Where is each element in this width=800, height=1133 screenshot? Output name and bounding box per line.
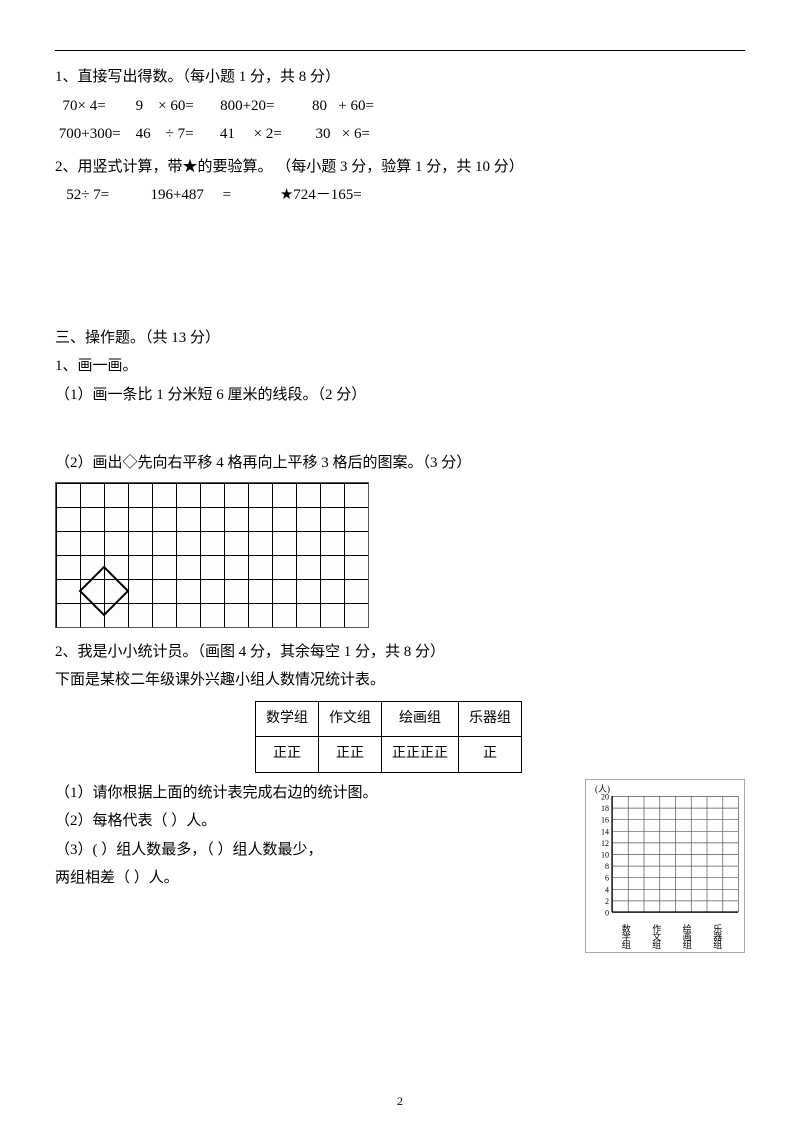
stat-table: 数学组 作文组 绘画组 乐器组 正正 正正 正正正正 正 [255,701,522,773]
cell-tally: 正正 [256,737,319,773]
draw-space [55,409,745,449]
q-stat-2: （2）每格代表（ ）人。 [55,807,555,836]
bar-chart-box: (人)20181614121086420 数学组 作文组 绘画组 乐器组 [585,779,745,953]
workspace-spacer [55,210,745,320]
cell-header: 作文组 [319,701,382,737]
svg-text:18: 18 [601,804,609,813]
chart-cat: 绘画组 [678,924,695,948]
q2-title: 2、用竖式计算，带★的要验算。 （每小题 3 分，验算 1 分，共 10 分） [55,153,745,182]
q3-1b: （2）画出◇先向右平移 4 格再向上平移 3 格后的图案。（3 分） [55,449,745,478]
chart-cat: 作文组 [647,924,664,948]
question-2: 2、用竖式计算，带★的要验算。 （每小题 3 分，验算 1 分，共 10 分） … [55,153,745,210]
question-1: 1、直接写出得数。（每小题 1 分，共 8 分） 70× 4= 9 × 60= … [55,63,745,149]
cell-header: 乐器组 [459,701,522,737]
q2-row: 52÷ 7= 196+487 = ★724－165= [55,181,745,210]
q-stat-1: （1）请你根据上面的统计表完成右边的统计图。 [55,779,555,808]
top-rule [55,50,745,51]
svg-text:16: 16 [601,815,609,824]
chart-x-labels: 数学组 作文组 绘画组 乐器组 [588,922,742,950]
svg-text:6: 6 [605,873,609,882]
q-stat-3b: 两组相差（ ）人。 [55,864,555,893]
section-3-title: 三、操作题。（共 13 分） [55,324,745,353]
bar-chart-svg: (人)20181614121086420 [588,782,744,922]
svg-text:2: 2 [605,897,609,906]
q-stat-intro: 下面是某校二年级课外兴趣小组人数情况统计表。 [55,666,745,695]
svg-text:4: 4 [605,885,609,894]
grid-svg [56,483,368,627]
page-number: 2 [397,1090,403,1113]
translation-grid [55,482,369,628]
section-3: 三、操作题。（共 13 分） 1、画一画。 （1）画一条比 1 分米短 6 厘米… [55,324,745,893]
cell-header: 绘画组 [382,701,459,737]
table-row: 数学组 作文组 绘画组 乐器组 [256,701,522,737]
cell-tally: 正正正正 [382,737,459,773]
cell-header: 数学组 [256,701,319,737]
svg-text:14: 14 [601,827,609,836]
table-row: 正正 正正 正正正正 正 [256,737,522,773]
lower-wrap: （1）请你根据上面的统计表完成右边的统计图。 （2）每格代表（ ）人。 （3）(… [55,779,745,893]
q3-1: 1、画一画。 [55,352,745,381]
svg-text:0: 0 [605,908,609,917]
svg-text:10: 10 [601,850,609,859]
chart-cat: 数学组 [617,924,634,948]
svg-text:12: 12 [601,839,609,848]
q1-title: 1、直接写出得数。（每小题 1 分，共 8 分） [55,63,745,92]
cell-tally: 正 [459,737,522,773]
q-stat-title: 2、我是小小统计员。（画图 4 分，其余每空 1 分，共 8 分） [55,638,745,667]
q1-row1: 70× 4= 9 × 60= 800+20= 80 + 60= [55,92,745,121]
stat-questions: （1）请你根据上面的统计表完成右边的统计图。 （2）每格代表（ ）人。 （3）(… [55,779,555,893]
svg-text:20: 20 [601,792,609,801]
chart-cat: 乐器组 [708,924,725,948]
q3-1a: （1）画一条比 1 分米短 6 厘米的线段。（2 分） [55,381,745,410]
svg-text:8: 8 [605,862,609,871]
cell-tally: 正正 [319,737,382,773]
q1-row2: 700+300= 46 ÷ 7= 41 × 2= 30 × 6= [55,120,745,149]
q-stat-3: （3）( ）组人数最多，（ ）组人数最少， [55,836,555,865]
